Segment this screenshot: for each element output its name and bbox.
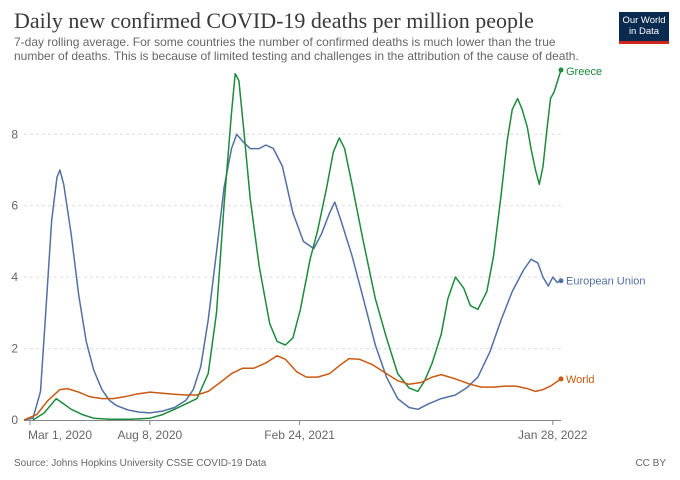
chart-title: Daily new confirmed COVID-19 deaths per … — [14, 8, 534, 33]
series-line-european-union — [23, 133, 562, 421]
license-label[interactable]: CC BY — [635, 458, 666, 469]
y-tick-label: 6 — [11, 199, 18, 213]
y-tick-label: 2 — [11, 342, 18, 356]
series-line-greece — [32, 69, 562, 421]
logo-line-2: in Data — [628, 26, 660, 37]
x-tick-label: Mar 1, 2020 — [28, 428, 92, 442]
series-end-marker — [558, 376, 564, 382]
x-tick-label: Feb 24, 2021 — [264, 428, 335, 442]
series-label-european-union: European Union — [566, 276, 646, 288]
x-tick-label: Aug 8, 2020 — [117, 428, 182, 442]
y-tick-label: 4 — [11, 270, 18, 284]
series-end-marker — [558, 67, 564, 73]
series-label-greece: Greece — [566, 66, 602, 78]
source-note: Source: Johns Hopkins University CSSE CO… — [14, 458, 267, 469]
series-line-world — [23, 354, 562, 421]
x-tick-label: Jan 28, 2022 — [518, 428, 588, 442]
logo-line-1: Our World — [622, 15, 666, 26]
owid-logo[interactable]: Our World in Data — [619, 12, 669, 44]
series-end-marker — [558, 278, 564, 284]
y-tick-label: 8 — [11, 127, 18, 141]
chart-subtitle: 7-day rolling average. For some countrie… — [14, 35, 579, 63]
series-label-world: World — [566, 374, 595, 386]
y-tick-label: 0 — [11, 413, 18, 427]
